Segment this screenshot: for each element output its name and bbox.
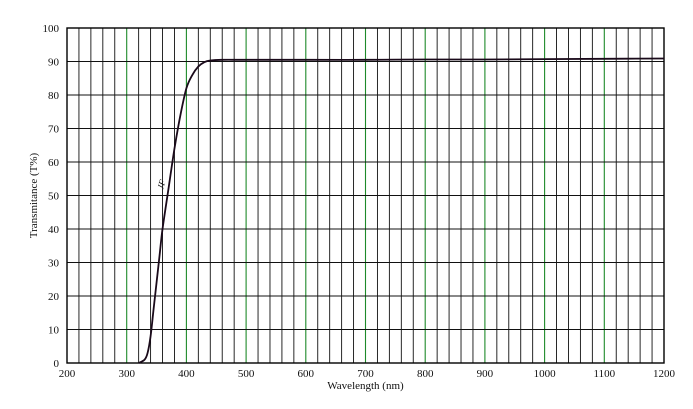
- data-point: [365, 59, 366, 60]
- data-point: [198, 66, 199, 67]
- x-tick-label: 1200: [653, 368, 676, 380]
- data-point: [138, 362, 139, 363]
- y-tick-label: 0: [54, 358, 60, 370]
- x-tick-label: 1000: [534, 368, 557, 380]
- data-point: [246, 59, 247, 60]
- y-axis-title: Transmitance (T%): [28, 152, 40, 238]
- x-tick-label: 600: [298, 368, 315, 380]
- grid: [66, 27, 665, 364]
- data-point: [153, 309, 154, 310]
- y-tick-label: 80: [48, 90, 60, 102]
- data-point: [663, 58, 664, 59]
- x-tick-labels: 200 300 400 500 600 700 800 900 1000 1100 1200: [59, 368, 676, 380]
- y-tick-label: 20: [48, 291, 60, 303]
- series-layer: [138, 57, 665, 364]
- plot-frame: [66, 27, 665, 364]
- data-point: [425, 59, 426, 60]
- x-tick-label: 400: [178, 368, 195, 380]
- x-tick-label: 500: [238, 368, 255, 380]
- data-point: [159, 255, 160, 256]
- y-tick-label: 40: [48, 224, 60, 236]
- data-point: [484, 59, 485, 60]
- data-point: [147, 352, 148, 353]
- y-tick-labels: 0 10 20 30 40 50 60 70 80 90 100: [43, 23, 60, 370]
- data-point: [604, 58, 605, 59]
- data-point: [222, 59, 223, 60]
- data-point: [150, 336, 151, 337]
- data-point: [204, 62, 205, 63]
- data-point: [168, 188, 169, 189]
- x-tick-label: 200: [59, 368, 76, 380]
- y-tick-label: 30: [48, 258, 60, 270]
- y-tick-label: 100: [43, 23, 60, 35]
- data-point: [192, 74, 193, 75]
- y-tick-label: 70: [48, 124, 60, 136]
- data-point: [544, 59, 545, 60]
- x-axis-title: Wavelength (nm): [327, 380, 404, 392]
- x-tick-label: 1100: [594, 368, 616, 380]
- x-tick-label: 700: [357, 368, 374, 380]
- series-line-jf: [138, 57, 665, 364]
- data-point: [156, 282, 157, 283]
- x-tick-label: 300: [118, 368, 135, 380]
- y-tick-label: 50: [48, 191, 60, 203]
- y-tick-label: 90: [48, 57, 60, 69]
- data-point: [210, 60, 211, 61]
- x-tick-label: 900: [477, 368, 494, 380]
- data-point: [162, 228, 163, 229]
- data-point: [186, 88, 187, 89]
- series-label: JF: [155, 178, 168, 191]
- data-point: [174, 148, 175, 149]
- data-point: [144, 359, 145, 360]
- data-point: [305, 59, 306, 60]
- x-tick-label: 800: [417, 368, 434, 380]
- data-point: [180, 115, 181, 116]
- y-tick-label: 60: [48, 157, 60, 169]
- y-tick-label: 10: [48, 325, 60, 337]
- plot-border: [66, 27, 665, 364]
